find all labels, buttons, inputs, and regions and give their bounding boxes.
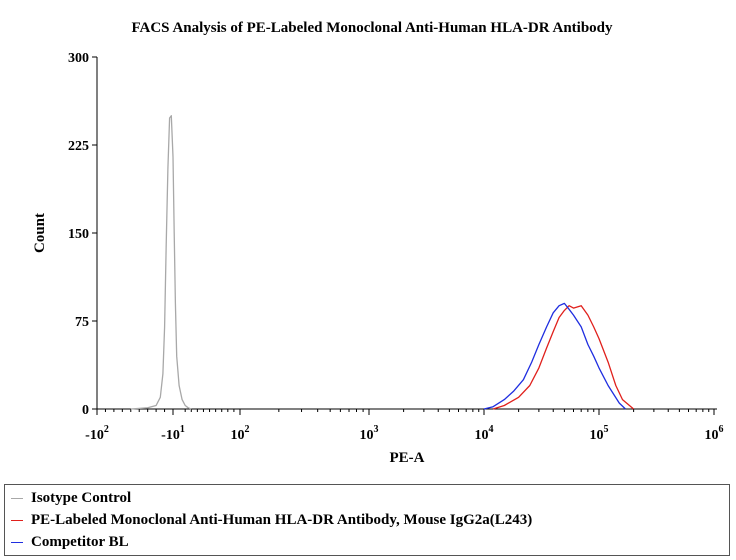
legend-swatch-isotype-control <box>11 497 23 499</box>
y-tick-label: 0 <box>82 403 89 418</box>
legend-label-competitor-bl: Competitor BL <box>31 533 129 550</box>
chart-title: FACS Analysis of PE-Labeled Monoclonal A… <box>131 20 613 36</box>
legend-item-pe-labeled-antibody: PE-Labeled Monoclonal Anti-Human HLA-DR … <box>11 511 532 529</box>
y-tick-label: 150 <box>68 227 89 242</box>
isotype-control-line <box>130 115 192 410</box>
legend-swatch-pe-labeled-antibody <box>11 519 23 521</box>
x-tick-label: 106 <box>705 424 724 443</box>
y-tick-label: 75 <box>75 315 89 330</box>
competitor-bl-line <box>483 302 626 410</box>
legend: Isotype Control PE-Labeled Monoclonal An… <box>4 484 730 556</box>
x-axis-ticks: -102 -101 102 103 104 105 106 <box>85 409 724 443</box>
legend-item-competitor-bl: Competitor BL <box>11 533 129 551</box>
y-axis-ticks: 0 75 150 225 300 <box>68 51 97 418</box>
facs-histogram-chart: FACS Analysis of PE-Labeled Monoclonal A… <box>32 20 724 466</box>
x-tick-label: -102 <box>85 424 109 443</box>
legend-label-isotype-control: Isotype Control <box>31 489 132 506</box>
x-tick-label: 105 <box>590 424 609 443</box>
y-tick-label: 300 <box>68 51 89 66</box>
legend-item-isotype-control: Isotype Control <box>11 489 131 507</box>
x-tick-label: 103 <box>360 424 379 443</box>
x-tick-label: -101 <box>161 424 185 443</box>
pe-labeled-antibody-line <box>492 305 635 410</box>
legend-swatch-competitor-bl <box>11 541 23 543</box>
y-axis-label: Count <box>32 213 48 253</box>
series-lines <box>130 115 635 410</box>
legend-label-pe-labeled-antibody: PE-Labeled Monoclonal Anti-Human HLA-DR … <box>31 511 533 528</box>
x-axis-label: PE-A <box>390 450 425 466</box>
y-tick-label: 225 <box>68 139 89 154</box>
x-tick-label: 104 <box>475 424 494 443</box>
plot-area: 0 75 150 225 300 -102 -101 102 103 104 105 106 <box>68 51 724 443</box>
x-tick-label: 102 <box>231 424 250 443</box>
